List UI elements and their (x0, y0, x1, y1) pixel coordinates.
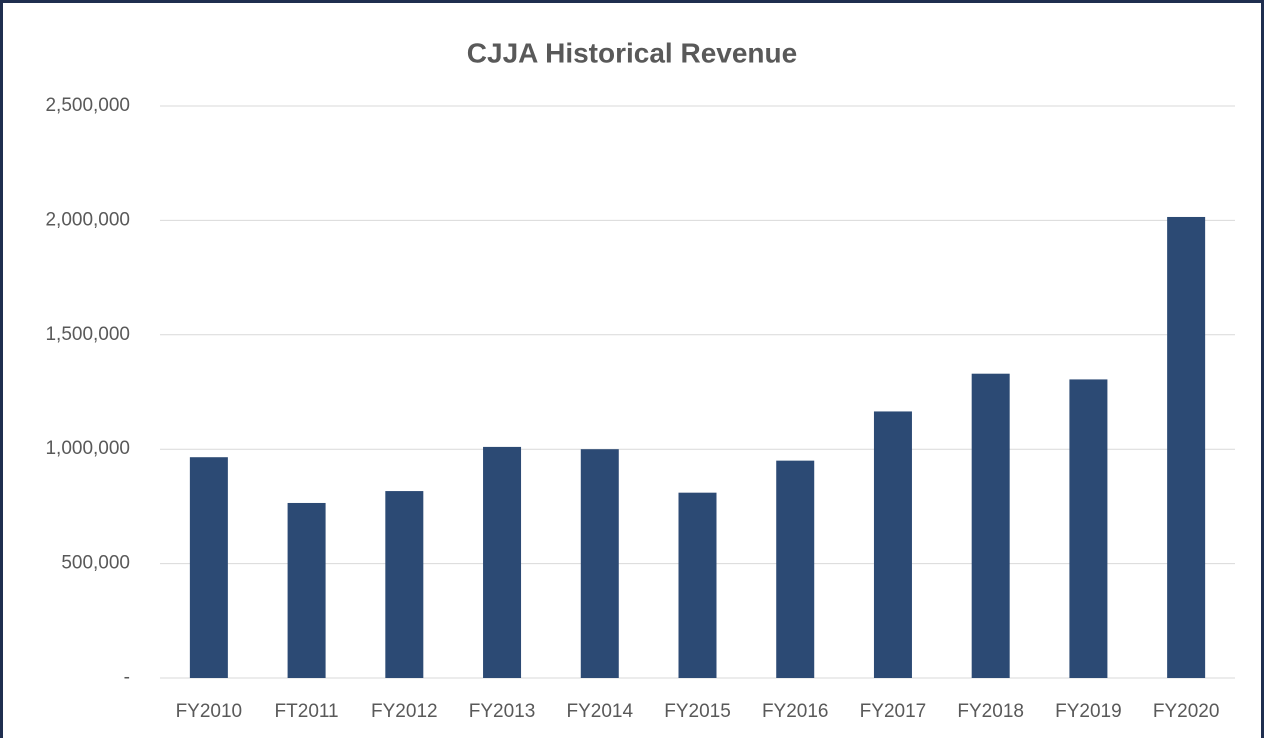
x-tick-label: FY2017 (860, 701, 927, 722)
y-tick-label: 1,000,000 (45, 438, 130, 459)
x-tick-label: FY2015 (664, 701, 731, 722)
x-tick-label: FY2010 (176, 701, 243, 722)
x-tick-label: FY2019 (1055, 701, 1122, 722)
y-tick-label: 2,500,000 (45, 95, 130, 116)
bar (1069, 379, 1108, 678)
x-tick-label: FY2014 (566, 701, 633, 722)
x-tick-label: FY2020 (1153, 701, 1220, 722)
x-tick-label: FY2018 (957, 701, 1024, 722)
y-tick-label: 2,000,000 (45, 209, 130, 230)
bar (971, 373, 1010, 678)
bar (776, 460, 815, 678)
chart-title: CJJA Historical Revenue (467, 37, 797, 68)
y-tick-label: 500,000 (61, 553, 130, 574)
bar (678, 492, 717, 678)
bar (580, 449, 619, 678)
x-tick-label: FT2011 (275, 701, 339, 722)
bar (287, 502, 326, 678)
bar (385, 491, 424, 678)
y-tick-label: - (124, 667, 130, 688)
x-tick-label: FY2012 (371, 701, 438, 722)
x-tick-label: FY2016 (762, 701, 829, 722)
x-tick-label: FY2013 (469, 701, 536, 722)
bar (189, 457, 228, 678)
y-tick-label: 1,500,000 (45, 324, 130, 345)
bar (1167, 216, 1206, 678)
bar (483, 446, 522, 678)
bar (873, 411, 912, 678)
